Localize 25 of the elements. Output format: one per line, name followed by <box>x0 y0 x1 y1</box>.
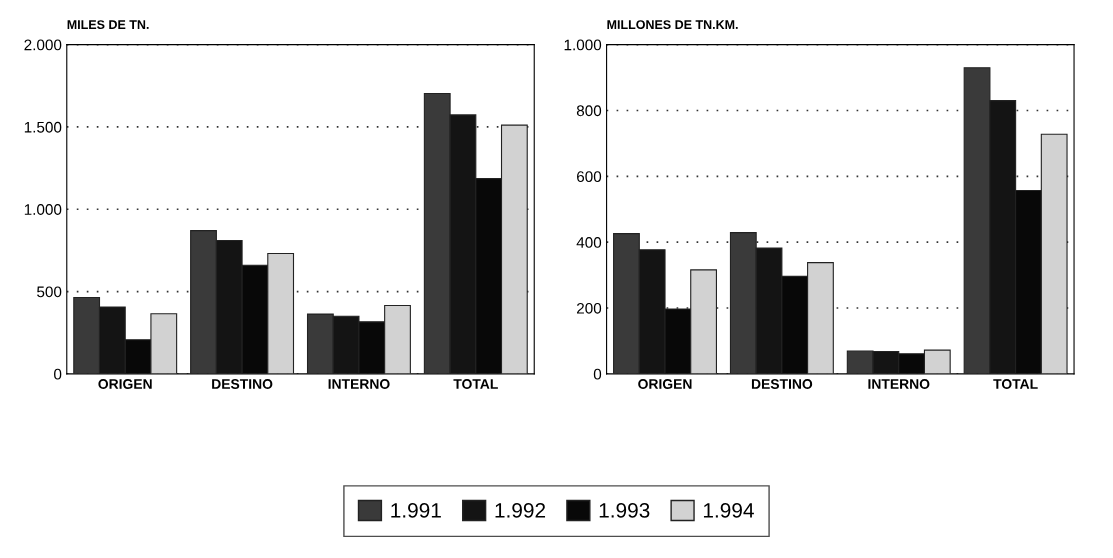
x-tick-label: ORIGEN <box>98 379 152 389</box>
y-tick-label: 200 <box>577 302 602 314</box>
x-tick-label: ORIGEN <box>638 379 692 389</box>
y-tick-label: 600 <box>577 171 602 183</box>
legend-label: 1.991 <box>391 502 441 518</box>
y-tick-label: 500 <box>37 286 62 298</box>
y-tick-label: 1.500 <box>24 121 62 133</box>
x-tick-label: INTERNO <box>328 379 390 389</box>
legend-label: 1.993 <box>599 502 650 518</box>
y-tick-label: 2.000 <box>24 39 62 51</box>
x-tick-label: TOTAL <box>453 379 498 389</box>
y-tick-label: 1.000 <box>24 204 62 215</box>
x-tick-label: TOTAL <box>993 379 1038 389</box>
y-axis-title: MILES DE TN. <box>67 20 149 29</box>
y-tick-label: 0 <box>593 368 602 380</box>
legend-label: 1.994 <box>703 502 754 518</box>
y-tick-label: 800 <box>576 105 602 117</box>
x-tick-label: DESTINO <box>751 379 813 389</box>
y-axis-title: MILLONES DE TN.KM. <box>607 20 738 29</box>
legend-label: 1.992 <box>495 502 546 518</box>
y-tick-label: 1.000 <box>564 39 602 51</box>
y-tick-label: 400 <box>576 237 602 248</box>
y-tick-label: 0 <box>54 368 62 380</box>
x-tick-label: DESTINO <box>212 379 273 389</box>
x-tick-label: INTERNO <box>868 379 930 389</box>
